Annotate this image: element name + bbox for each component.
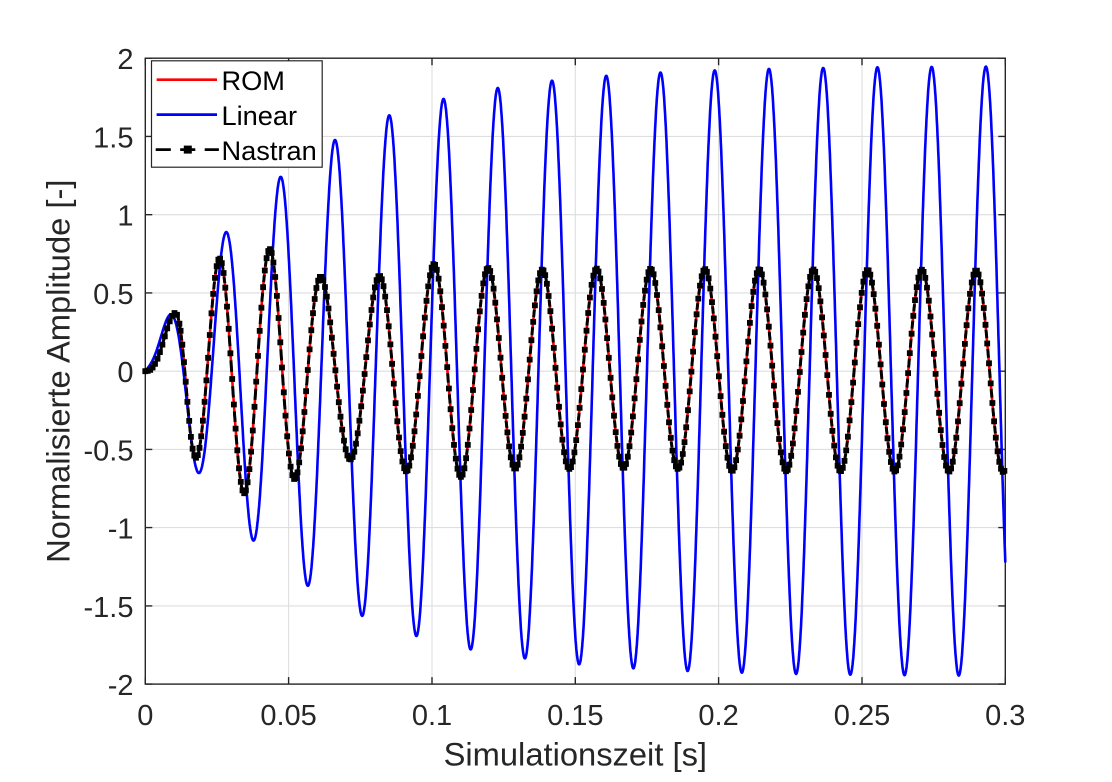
svg-text:Linear: Linear [222, 100, 298, 131]
svg-text:0.1: 0.1 [412, 700, 452, 732]
svg-text:0: 0 [137, 700, 153, 732]
svg-text:1: 1 [117, 201, 133, 233]
svg-text:0.2: 0.2 [698, 700, 738, 732]
svg-text:Nastran: Nastran [222, 135, 317, 166]
svg-text:0: 0 [117, 357, 133, 389]
svg-text:Simulationszeit [s]: Simulationszeit [s] [444, 736, 707, 773]
svg-text:0.15: 0.15 [547, 700, 603, 732]
svg-text:-1.5: -1.5 [84, 592, 134, 624]
svg-text:0.5: 0.5 [93, 279, 133, 311]
svg-text:0.05: 0.05 [260, 700, 316, 732]
svg-text:-1: -1 [108, 514, 134, 546]
svg-text:0.3: 0.3 [985, 700, 1025, 732]
svg-text:Normalisierte Amplitude [-]: Normalisierte Amplitude [-] [40, 180, 77, 563]
svg-text:1.5: 1.5 [93, 122, 133, 154]
svg-text:2: 2 [117, 44, 133, 76]
svg-text:-0.5: -0.5 [84, 435, 134, 467]
svg-text:ROM: ROM [222, 65, 285, 96]
svg-text:-2: -2 [108, 670, 134, 702]
svg-text:0.25: 0.25 [834, 700, 890, 732]
